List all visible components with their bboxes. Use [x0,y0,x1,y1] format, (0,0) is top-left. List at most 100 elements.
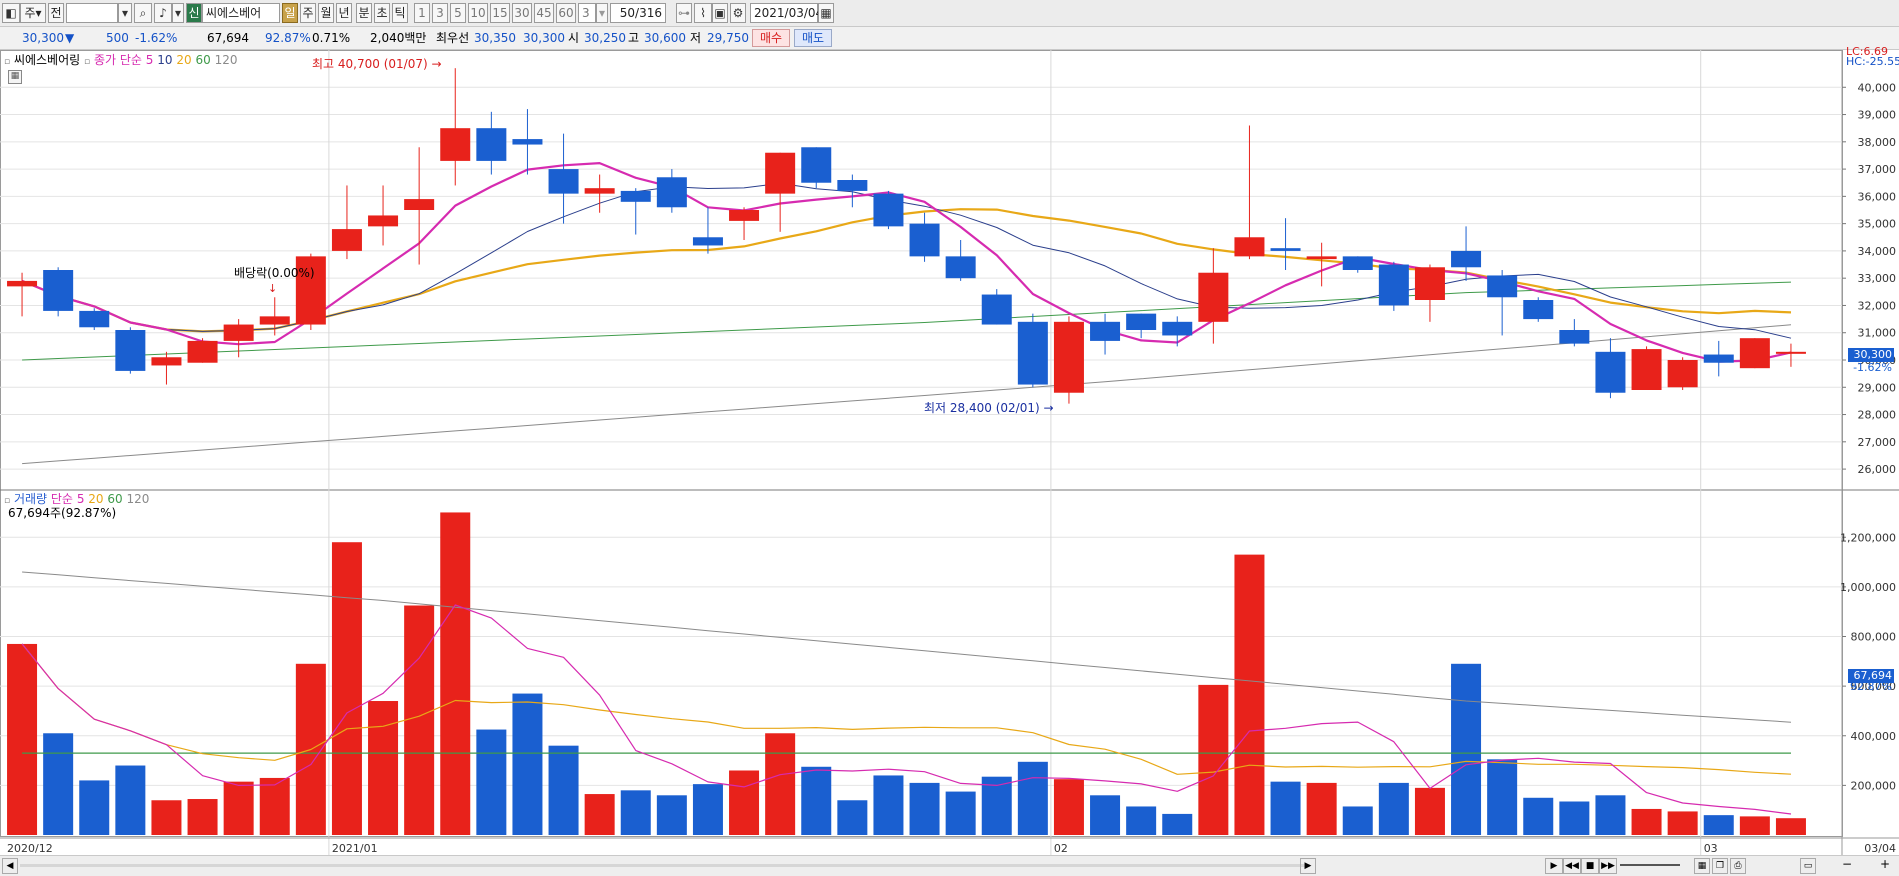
speaker-icon[interactable]: ♪ [154,3,172,23]
chart-area[interactable]: 26,00027,00028,00029,00030,00031,00032,0… [0,45,1899,862]
low-price: 29,750 [707,31,749,45]
window-menu-icon[interactable]: ◧ [2,3,20,23]
date-input[interactable]: 2021/03/04 [750,3,823,23]
legend-vma20: 20 [88,492,104,506]
volume-bar [331,542,362,835]
sell-button[interactable]: 매도 [794,29,832,47]
volume-bar [115,765,146,835]
interval-1[interactable]: 1 [414,3,430,23]
code-dropdown-icon[interactable]: ▾ [118,3,132,23]
price-tick-label: 39,000 [1858,109,1897,122]
interval-45[interactable]: 45 [534,3,554,23]
period-second[interactable]: 초 [374,3,390,23]
stock-code-input[interactable]: 297090 [66,3,118,23]
stock-name-field[interactable]: 씨에스베어 [202,3,280,23]
interval-60[interactable]: 60 [556,3,576,23]
volume-ratio: 92.87% [265,31,311,45]
print-icon[interactable]: ⎙ [1730,858,1746,874]
volume-bar [873,775,904,835]
price-tick-label: 37,000 [1858,163,1897,176]
candle-body [43,270,74,311]
candle-body [1414,267,1445,300]
candle-body [79,310,110,328]
volume-tick-label: 600,000 [1851,680,1897,693]
legend-ma10: 10 [157,53,173,67]
candlestick-chart[interactable]: 26,00027,00028,00029,00030,00031,00032,0… [0,50,1899,862]
window-icon[interactable]: ▭ [1800,858,1816,874]
chart-settings-icon[interactable]: ▦ [8,70,22,84]
candle-body [259,316,290,325]
volume-bars [7,512,1806,835]
candle-body [729,210,760,221]
page-count-input[interactable]: 50/316 [610,3,666,23]
period-year[interactable]: 년 [336,3,352,23]
candle-body [1775,351,1806,354]
volume-bar [765,733,796,835]
volume-bar [7,643,38,835]
rewind-icon[interactable]: ◀◀ [1563,858,1581,874]
search-icon[interactable]: ⌕ [134,3,152,23]
volume-bar [1053,779,1084,835]
scroll-track[interactable] [20,864,1310,867]
legend-vma60: 60 [107,492,123,506]
candle-body [1126,313,1157,330]
scope-select[interactable]: 전 [48,3,64,23]
stop-icon[interactable]: ■ [1581,858,1599,874]
candle-body [115,330,146,371]
interval-10[interactable]: 10 [468,3,488,23]
period-week[interactable]: 주 [300,3,316,23]
candle-body [331,229,362,251]
save-icon[interactable]: ▣ [712,3,728,23]
zoom-in-icon[interactable]: + [1879,857,1891,871]
current-volume-pct-tag: 92.87% [1850,680,1892,693]
volume-bar [1595,795,1626,835]
candle-body [368,215,399,227]
volume-bar [1342,806,1373,835]
play-step-icon[interactable]: ▶ [1545,858,1563,874]
volume-bar [909,782,940,835]
mode-select[interactable]: 주▾ [20,3,46,23]
bid-price: 30,300 [523,31,565,45]
volume-bar [476,729,507,835]
candle-body [404,199,435,210]
calendar-icon[interactable]: ▦ [818,3,834,23]
hc-label: HC:-25.55 [1846,55,1899,68]
volume-bar [945,791,976,835]
period-month[interactable]: 월 [318,3,334,23]
mode-label: 주 [24,6,36,20]
price-tick-label: 29,000 [1858,381,1897,394]
interval-30[interactable]: 30 [512,3,532,23]
zoom-out-icon[interactable]: − [1841,857,1853,871]
candle-body [1487,275,1518,298]
settings-gear-icon[interactable]: ⚙ [730,3,746,23]
date-axis-end-label: 03/04 [1864,842,1896,855]
candle-body [656,177,687,208]
scroll-left-icon[interactable]: ◀ [2,858,18,874]
line-tool-icon[interactable]: ⌇ [694,3,712,23]
layout-icon[interactable]: ▦ [1694,858,1710,874]
buy-button[interactable]: 매수 [752,29,790,47]
period-tick[interactable]: 틱 [392,3,408,23]
volume-bar [43,733,74,835]
candle-body [151,357,182,366]
volume-bar [1451,663,1482,835]
candle-body [873,193,904,227]
period-minute[interactable]: 분 [356,3,372,23]
custom-interval-input[interactable]: 3 [578,3,596,23]
interval-15[interactable]: 15 [490,3,510,23]
scroll-right-icon[interactable]: ▶ [1300,858,1316,874]
period-day[interactable]: 일 [282,3,298,23]
vma5-line [21,604,1792,815]
fast-forward-icon[interactable]: ▶▶ [1599,858,1617,874]
speaker-dropdown-icon[interactable]: ▾ [172,3,184,23]
link-icon[interactable]: ⊶ [676,3,692,23]
custom-interval-dropdown-icon[interactable]: ▾ [596,3,608,23]
zoom-slider[interactable] [1620,864,1680,866]
priority-label: 최우선 [436,31,470,45]
interval-3[interactable]: 3 [432,3,448,23]
arrow-right-icon: → [1043,401,1054,415]
change-value: 500 [106,31,129,45]
current-volume-tag: 67,694 [1848,669,1894,683]
interval-5[interactable]: 5 [450,3,466,23]
copy-icon[interactable]: ❐ [1712,858,1728,874]
